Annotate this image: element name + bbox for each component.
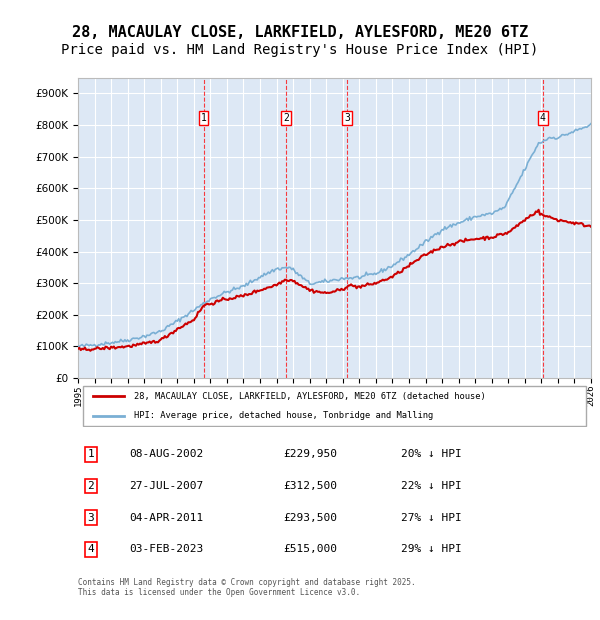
Text: Price paid vs. HM Land Registry's House Price Index (HPI): Price paid vs. HM Land Registry's House … (61, 43, 539, 58)
Text: Contains HM Land Registry data © Crown copyright and database right 2025.
This d: Contains HM Land Registry data © Crown c… (78, 578, 416, 597)
Text: 4: 4 (540, 113, 546, 123)
Text: 4: 4 (88, 544, 94, 554)
Text: £293,500: £293,500 (283, 513, 337, 523)
Text: £515,000: £515,000 (283, 544, 337, 554)
Text: 22% ↓ HPI: 22% ↓ HPI (401, 481, 462, 491)
Text: 3: 3 (344, 113, 350, 123)
Text: 28, MACAULAY CLOSE, LARKFIELD, AYLESFORD, ME20 6TZ (detached house): 28, MACAULAY CLOSE, LARKFIELD, AYLESFORD… (134, 392, 486, 401)
Text: HPI: Average price, detached house, Tonbridge and Malling: HPI: Average price, detached house, Tonb… (134, 411, 434, 420)
Text: 29% ↓ HPI: 29% ↓ HPI (401, 544, 462, 554)
Text: 3: 3 (88, 513, 94, 523)
Text: 2: 2 (283, 113, 289, 123)
Text: 04-APR-2011: 04-APR-2011 (130, 513, 203, 523)
Text: £312,500: £312,500 (283, 481, 337, 491)
Text: 2: 2 (88, 481, 94, 491)
Text: 27-JUL-2007: 27-JUL-2007 (130, 481, 203, 491)
Text: 1: 1 (201, 113, 207, 123)
Text: 28, MACAULAY CLOSE, LARKFIELD, AYLESFORD, ME20 6TZ: 28, MACAULAY CLOSE, LARKFIELD, AYLESFORD… (72, 25, 528, 40)
Text: £229,950: £229,950 (283, 450, 337, 459)
Text: 03-FEB-2023: 03-FEB-2023 (130, 544, 203, 554)
Text: 27% ↓ HPI: 27% ↓ HPI (401, 513, 462, 523)
FancyBboxPatch shape (83, 386, 586, 426)
Text: 08-AUG-2002: 08-AUG-2002 (130, 450, 203, 459)
Text: 20% ↓ HPI: 20% ↓ HPI (401, 450, 462, 459)
Text: 1: 1 (88, 450, 94, 459)
